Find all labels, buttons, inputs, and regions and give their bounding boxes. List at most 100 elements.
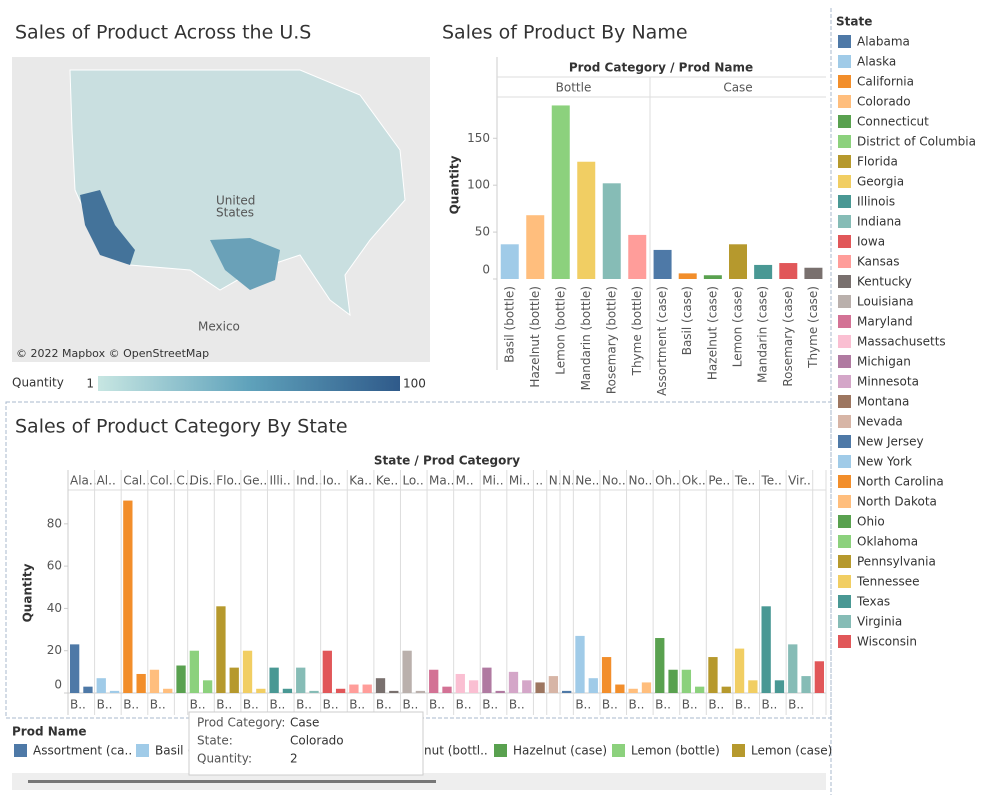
bar [415,690,426,693]
legend-label[interactable]: New York [857,455,912,469]
bar [526,215,545,279]
legend-swatch[interactable] [838,115,851,128]
legend-swatch[interactable] [838,495,851,508]
bar [761,606,771,693]
legend-swatch [494,744,507,757]
legend-label[interactable]: Connecticut [857,115,929,129]
legend-label[interactable]: Maryland [857,315,913,329]
bar [375,678,386,693]
legend-label[interactable]: Georgia [857,175,904,189]
legend-label[interactable]: Alaska [857,55,896,69]
y-tick-label: 150 [467,131,490,145]
state-header: Mi.. [482,474,503,488]
bar [508,671,519,693]
legend-label[interactable]: Wisconsin [857,635,917,649]
legend-swatch[interactable] [838,395,851,408]
x-tick-label: B.. [296,698,312,712]
legend-label[interactable]: Texas [856,595,890,609]
legend-title: Prod Name [12,725,87,739]
bar [588,678,598,693]
x-tick-label: B.. [735,698,751,712]
legend-swatch[interactable] [838,375,851,388]
color-legend-max: 100 [403,377,426,391]
legend-swatch[interactable] [838,575,851,588]
tooltip-value: 2 [290,752,298,766]
legend-label[interactable]: Tennessee [856,575,920,589]
state-header: Dis.. [190,474,216,488]
scroll-thumb[interactable] [28,780,436,783]
legend-swatch[interactable] [838,275,851,288]
legend-label[interactable]: Illinois [857,195,895,209]
bar [83,686,93,693]
legend-swatch[interactable] [838,95,851,108]
legend-label[interactable]: Montana [857,395,909,409]
legend-label[interactable]: Iowa [857,235,885,249]
legend-label[interactable]: North Carolina [857,475,944,489]
legend-swatch [136,744,149,757]
y-tick-label: 0 [482,263,490,277]
legend-swatch[interactable] [838,535,851,548]
legend-swatch[interactable] [838,335,851,348]
column-header: State / Prod Category [374,454,520,468]
legend-swatch[interactable] [838,215,851,228]
legend-swatch[interactable] [838,435,851,448]
state-header: Ka.. [349,474,372,488]
legend-swatch[interactable] [838,35,851,48]
legend-swatch[interactable] [838,355,851,368]
legend-label[interactable]: New Jersey [857,435,924,449]
legend-label[interactable]: North Dakota [857,495,937,509]
state-header: Ala.. [70,474,97,488]
legend-label[interactable]: Alabama [857,35,910,49]
group-header: Bottle [556,81,592,95]
legend-swatch[interactable] [838,195,851,208]
map-label: United [216,194,255,208]
legend-label[interactable]: Nevada [857,415,903,429]
legend-label[interactable]: Florida [857,155,898,169]
bar [602,183,621,279]
legend-label[interactable]: Minnesota [857,375,919,389]
bar [429,669,439,693]
legend-swatch[interactable] [838,255,851,268]
legend-swatch[interactable] [838,415,851,428]
legend-label[interactable]: Pennsylvania [857,555,936,569]
bar [562,690,572,693]
legend-label[interactable]: District of Columbia [857,135,976,149]
legend-swatch[interactable] [838,55,851,68]
x-tick-label: B.. [349,698,365,712]
legend-swatch[interactable] [838,595,851,608]
legend-swatch[interactable] [838,315,851,328]
legend-label[interactable]: Virginia [857,615,902,629]
legend-label[interactable]: Michigan [857,355,911,369]
bar [322,650,332,693]
state-header: Ma.. [429,474,454,488]
legend-swatch[interactable] [838,135,851,148]
legend-swatch[interactable] [838,295,851,308]
legend-swatch[interactable] [838,75,851,88]
bar [495,690,505,693]
legend-label[interactable]: Indiana [857,215,901,229]
legend-swatch[interactable] [838,555,851,568]
x-tick-label: Mandarin (case) [756,286,770,383]
legend-swatch[interactable] [838,635,851,648]
legend-label[interactable]: California [857,75,914,89]
legend-swatch[interactable] [838,235,851,248]
bar [136,673,146,693]
legend-label[interactable]: Kentucky [857,275,912,289]
legend-swatch[interactable] [838,475,851,488]
legend-swatch[interactable] [838,515,851,528]
legend-label[interactable]: Massachusetts [857,335,946,349]
legend-label[interactable]: Kansas [857,255,899,269]
legend-label[interactable]: Ohio [857,515,885,529]
legend-label[interactable]: Louisiana [857,295,914,309]
legend-swatch[interactable] [838,155,851,168]
legend-swatch[interactable] [838,615,851,628]
legend-swatch[interactable] [838,455,851,468]
bar [601,657,612,693]
x-tick-label: Assortment (case) [655,286,669,396]
x-tick-label: B.. [70,698,86,712]
x-tick-label: Basil (bottle) [502,286,516,363]
bar [242,650,253,693]
legend-label[interactable]: Colorado [857,95,911,109]
legend-label[interactable]: Oklahoma [857,535,918,549]
legend-swatch[interactable] [838,175,851,188]
